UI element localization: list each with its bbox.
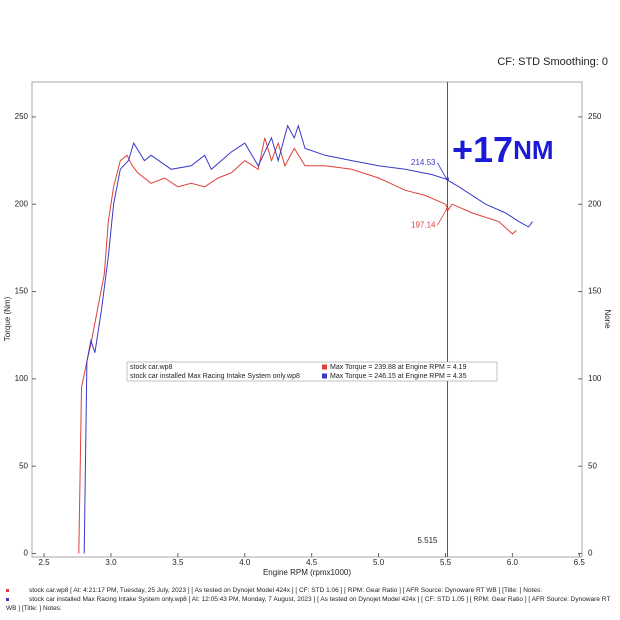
y2-tick-label: 50 [588,461,597,470]
footer-line: stock car.wp8 [ At: 4:21:17 PM, Tuesday,… [6,586,618,595]
cursor-pointer [437,209,447,226]
legend-name: stock car installed Max Racing Intake Sy… [130,373,300,380]
cursor-point [446,207,450,211]
y-tick-label: 150 [15,287,29,296]
y-tick-label: 50 [19,461,28,470]
legend-max: Max Torque = 239.88 at Engine RPM = 4.19 [330,364,467,371]
x-tick-label: 4.0 [239,558,251,567]
y2-tick-label: 200 [588,199,602,208]
legend-max: Max Torque = 246.15 at Engine RPM = 4.35 [330,373,467,380]
legend-box [126,361,498,382]
plot-frame [31,81,583,558]
footer-text: stock car installed Max Racing Intake Sy… [6,596,611,612]
footer-swatch [6,597,9,601]
y-tick-label: 0 [24,549,29,558]
footer-text: stock car.wp8 [ At: 4:21:17 PM, Tuesday,… [29,587,542,594]
footer: stock car.wp8 [ At: 4:21:17 PM, Tuesday,… [6,586,618,613]
y2-tick-label: 100 [588,374,602,383]
x-tick-label: 6.5 [574,558,586,567]
y2-tick-label: 150 [588,287,602,296]
x-tick-label: 3.0 [105,558,117,567]
y2-tick-label: 0 [588,549,593,558]
footer-swatch [6,588,9,592]
x-tick-label: 4.5 [306,558,318,567]
x-tick-label: 6.0 [507,558,519,567]
cursor-pointer [437,162,447,180]
series-line [78,137,517,554]
gain-annotation: +17NM [452,129,554,170]
gain-value: +17 [452,129,513,170]
legend: stock car.wp8 Max Torque = 239.88 at Engi… [126,361,498,382]
cursor-point [446,177,450,181]
x-tick-label: 5.0 [373,558,385,567]
legend-swatch [322,373,327,379]
y-axis-label: Torque (Nm) [3,296,12,341]
cursor-label: 5.515 [417,536,438,545]
legend-name: stock car.wp8 [130,364,173,371]
x-axis-label: Engine RPM (rpmx1000) [263,568,351,577]
gain-unit: NM [513,135,553,165]
header: CF: STD Smoothing: 0 [497,56,608,68]
y-tick-label: 200 [15,199,29,208]
y-tick-label: 250 [15,112,29,121]
chart: CF: STD Smoothing: 0 Engine RPM (rpmx100… [3,56,612,577]
legend-swatch [322,364,327,370]
x-tick-label: 5.5 [440,558,452,567]
cursor-value-label: 197.14 [411,220,436,229]
y2-axis-label: None [603,309,612,329]
y2-tick-label: 250 [588,112,602,121]
cursor-value-label: 214.53 [411,158,436,167]
footer-line: stock car installed Max Racing Intake Sy… [6,595,618,613]
x-tick-label: 2.5 [38,558,50,567]
y-tick-label: 100 [15,374,29,383]
x-tick-label: 3.5 [172,558,184,567]
series-line [83,124,533,554]
